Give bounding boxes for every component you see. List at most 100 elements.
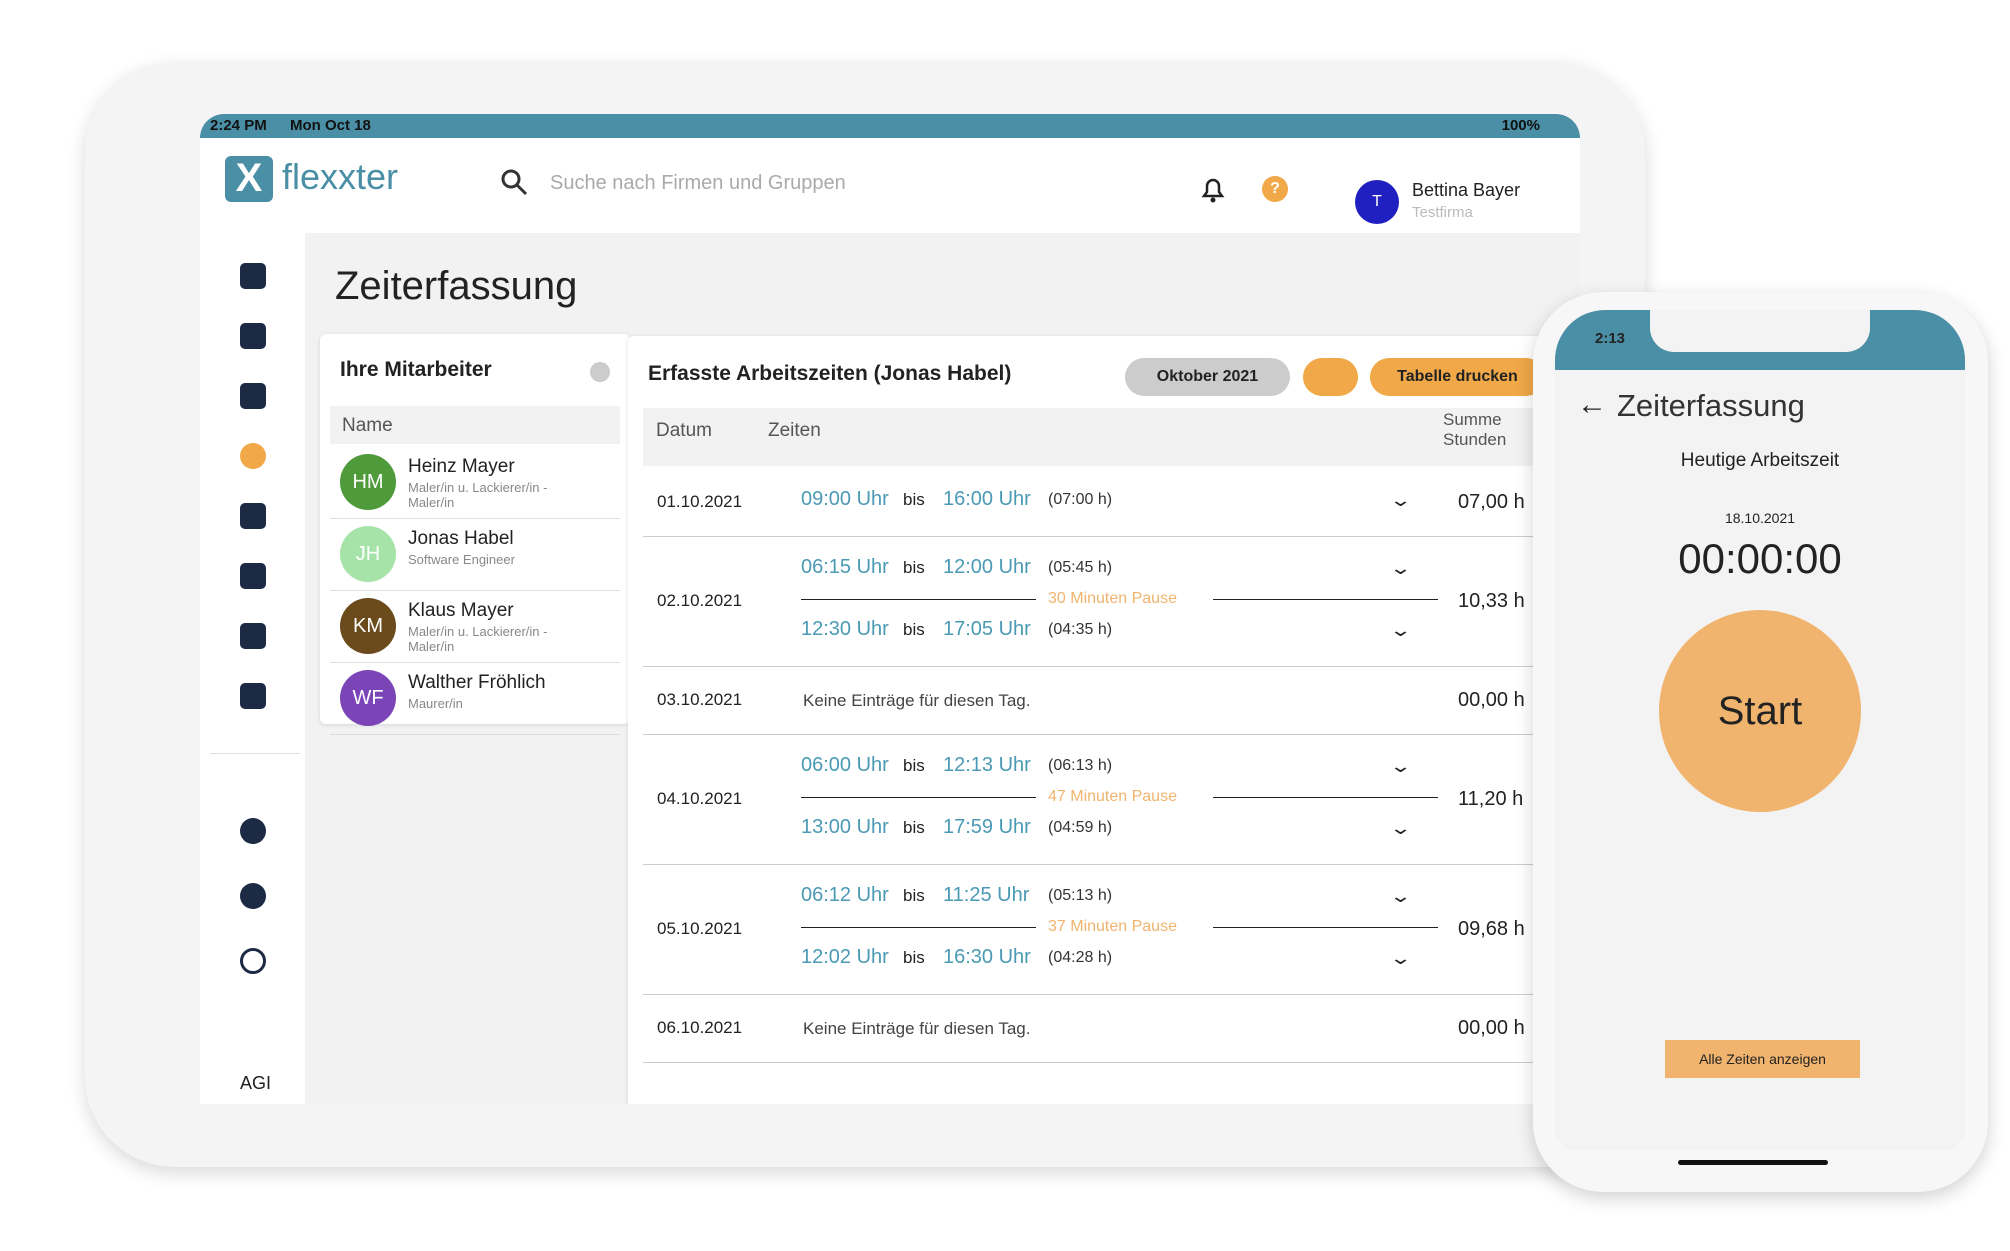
pause-line <box>1213 797 1438 798</box>
nav-calendar[interactable] <box>240 323 266 349</box>
employee-row[interactable]: HM Heinz Mayer Maler/in u. Lackierer/in - … <box>330 446 620 519</box>
nav-plugins[interactable] <box>240 683 266 709</box>
pause-line <box>801 599 1036 600</box>
status-battery: 100% <box>1501 117 1540 134</box>
status-date: Mon Oct 18 <box>290 117 371 134</box>
notch <box>1650 310 1870 352</box>
entry-duration: (04:59 h) <box>1048 819 1113 836</box>
entry-end: 12:00 Uhr <box>943 556 1031 578</box>
nav-timer[interactable] <box>240 443 266 469</box>
expand-icon: ⌄ <box>1389 756 1412 776</box>
help-icon[interactable]: ? <box>1262 176 1288 202</box>
nav-person[interactable] <box>240 563 266 589</box>
employee-row[interactable]: WF Walther Fröhlich Maurer/in <box>330 662 620 735</box>
tablet: 2:24 PM Mon Oct 18 100% X flexxter Suche… <box>85 62 1645 1167</box>
user-name[interactable]: Bettina Bayer <box>1412 180 1521 200</box>
row-sum: 00,00 h <box>1458 1017 1525 1039</box>
times-title: Erfasste Arbeitszeiten (Jonas Habel) <box>648 362 1012 385</box>
month-button[interactable]: Oktober 2021 <box>1125 358 1290 396</box>
home-indicator <box>1678 1160 1828 1165</box>
entry-separator: bis <box>903 948 925 967</box>
employee-avatar: JH <box>340 526 396 582</box>
nav-logout[interactable] <box>240 948 266 974</box>
row-note: Keine Einträge für diesen Tag. <box>803 691 1031 710</box>
pause-line <box>801 797 1036 798</box>
pause-line <box>801 927 1036 928</box>
phone-timer: 00:00:00 <box>1678 535 1842 582</box>
column-header: Name <box>330 406 620 444</box>
entry-start: 09:00 Uhr <box>801 488 889 510</box>
status-bar: 2:24 PM Mon Oct 18 100% <box>200 114 1580 138</box>
table-header <box>643 408 1543 466</box>
employee-avatar: HM <box>340 454 396 510</box>
print-button[interactable]: Tabelle drucken <box>1370 358 1545 396</box>
row-note: Keine Einträge für diesen Tag. <box>803 1019 1031 1038</box>
entry-duration: (05:13 h) <box>1048 887 1113 904</box>
expand-icon: ⌄ <box>1389 818 1412 838</box>
time-row: 02.10.2021 06:15 Uhr bis 12:00 Uhr (05:45 h)… <box>643 536 1543 667</box>
pause-label: 47 Minuten Pause <box>1048 788 1177 805</box>
print-label: Tabelle drucken <box>1397 368 1518 385</box>
nav-mail[interactable] <box>240 383 266 409</box>
stats-button[interactable] <box>1303 358 1358 396</box>
nav-home[interactable] <box>240 263 266 289</box>
employee-name: Walther Fröhlich <box>408 672 546 693</box>
employee-role: Maler/in u. Lackierer/in - Maler/in <box>408 624 548 654</box>
nav-settings[interactable] <box>240 818 266 844</box>
entry-start: 06:15 Uhr <box>801 556 889 578</box>
notification-icon[interactable] <box>1200 176 1226 204</box>
info-icon[interactable] <box>590 362 610 382</box>
search-input[interactable]: Suche nach Firmen und Gruppen <box>550 172 846 194</box>
nav-help[interactable] <box>240 883 266 909</box>
entry-separator: bis <box>903 620 925 639</box>
employee-name: Klaus Mayer <box>408 600 514 621</box>
start-button[interactable]: Start <box>1659 610 1861 812</box>
expand-icon: ⌄ <box>1389 558 1412 578</box>
entry-duration: (07:00 h) <box>1048 491 1113 508</box>
logo[interactable]: flexxter <box>282 156 399 197</box>
pause-label: 37 Minuten Pause <box>1048 918 1177 935</box>
entry-end: 16:30 Uhr <box>943 946 1031 968</box>
row-sum: 11,20 h <box>1458 788 1524 810</box>
user-avatar[interactable]: T <box>1355 180 1399 224</box>
entry-start: 13:00 Uhr <box>801 816 889 838</box>
entry-start: 12:02 Uhr <box>801 946 889 968</box>
entry-end: 17:05 Uhr <box>943 618 1031 640</box>
time-row: 04.10.2021 06:00 Uhr bis 12:13 Uhr (06:13 h)… <box>643 734 1543 865</box>
entry-start: 06:00 Uhr <box>801 754 889 776</box>
back-arrow[interactable]: ← <box>1577 388 1607 421</box>
page-title: Zeiterfassung <box>335 264 578 308</box>
entry-end: 17:59 Uhr <box>943 816 1031 838</box>
row-sum: 00,00 h <box>1458 689 1525 711</box>
user-company: Testfirma <box>1412 204 1473 221</box>
employee-name: Jonas Habel <box>408 528 514 549</box>
entry-end: 11:25 Uhr <box>943 884 1030 906</box>
employee-row[interactable]: KM Klaus Mayer Maler/in u. Lackierer/in - … <box>330 590 620 663</box>
phone-title: Zeiterfassung <box>1617 388 1805 423</box>
status-time: 2:24 PM <box>210 117 267 134</box>
phone-subtitle: Heutige Arbeitszeit <box>1680 450 1840 471</box>
entry-separator: bis <box>903 558 925 577</box>
logo-icon[interactable]: X <box>225 156 273 202</box>
row-date: 03.10.2021 <box>657 690 743 709</box>
search-icon[interactable] <box>500 168 528 196</box>
pause-label: 30 Minuten Pause <box>1048 590 1177 607</box>
times-panel: Erfasste Arbeitszeiten (Jonas Habel) Okt… <box>628 336 1580 1104</box>
all-times-button[interactable]: Alle Zeiten anzeigen <box>1665 1040 1860 1078</box>
entry-separator: bis <box>903 490 925 509</box>
employee-row[interactable]: JH Jonas Habel Software Engineer <box>330 518 620 591</box>
entry-duration: (04:28 h) <box>1048 949 1113 966</box>
time-row: 06.10.2021 Keine Einträge für diesen Tag.… <box>643 994 1543 1063</box>
nav-tools[interactable] <box>240 623 266 649</box>
sidebar: AGI <box>200 233 305 1104</box>
entry-start: 12:30 Uhr <box>801 618 889 640</box>
nav-team[interactable] <box>240 503 266 529</box>
entry-end: 12:13 Uhr <box>943 754 1031 776</box>
column-label: Datum <box>656 420 712 441</box>
employees-panel: Ihre Mitarbeiter Name HM Heinz Mayer Maler… <box>320 334 630 735</box>
row-date: 05.10.2021 <box>657 919 743 938</box>
entry-separator: bis <box>903 756 925 775</box>
employees-title: Ihre Mitarbeiter <box>340 358 492 381</box>
phone-time: 2:13 <box>1595 330 1626 347</box>
